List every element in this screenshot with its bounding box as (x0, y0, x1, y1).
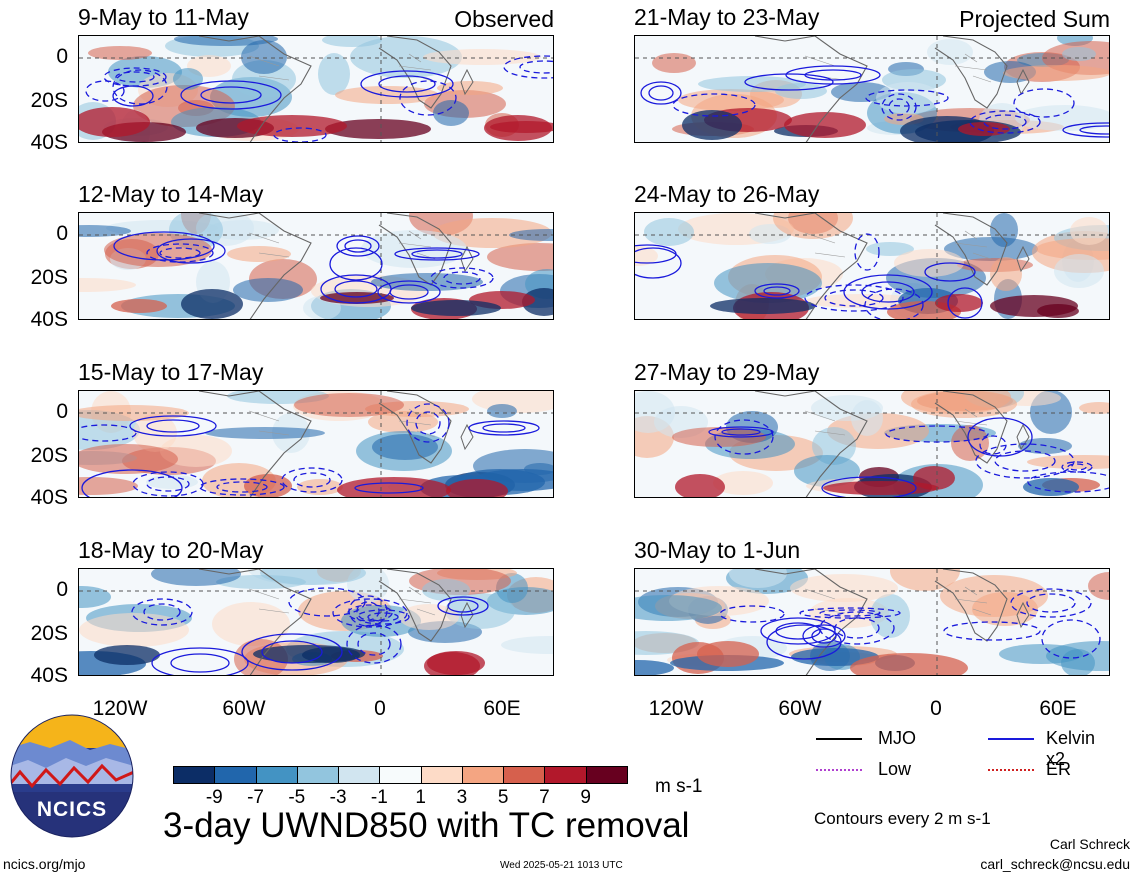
lat-tick-label: 20S (30, 89, 68, 112)
footer-email: carl_schreck@ncsu.edu (980, 856, 1130, 872)
legend-low-line (816, 769, 862, 771)
lon-tick-label: 60W (222, 697, 266, 720)
panel-title: 21-May to 23-May (634, 4, 820, 30)
map-panel (78, 35, 554, 143)
lon-tick-label: 60E (1039, 697, 1077, 720)
colorbar-label: -7 (247, 787, 264, 808)
lat-tick-label: 20S (30, 622, 68, 645)
legend-low-label: Low (878, 759, 912, 779)
colorbar-segment (338, 766, 381, 784)
panel-title: 12-May to 14-May (78, 181, 264, 207)
main-title: 3-day UWND850 with TC removal (163, 806, 690, 845)
panel-tag: Projected Sum (959, 6, 1110, 32)
lon-tick-label: 60E (483, 697, 521, 720)
colorbar-segment (585, 766, 628, 784)
footer-left: ncics.org/mjo (3, 856, 86, 872)
colorbar-label: -3 (329, 787, 347, 808)
map-panel (634, 212, 1110, 320)
lat-tick-label: 40S (30, 486, 68, 509)
colorbar (173, 766, 628, 784)
panel-title: 15-May to 17-May (78, 359, 264, 385)
lon-tick-label: 0 (930, 697, 942, 720)
colorbar-label: -5 (288, 787, 306, 808)
map-panel (78, 390, 554, 498)
legend-er-line (988, 769, 1034, 771)
legend-kelvin-line (988, 738, 1034, 740)
map-panel (634, 35, 1110, 143)
colorbar-segment (214, 766, 257, 784)
lon-tick-label: 120W (92, 697, 148, 720)
map-panel (634, 390, 1110, 498)
panel-title: 27-May to 29-May (634, 359, 820, 385)
colorbar-segment (503, 766, 546, 784)
colorbar-segment (461, 766, 505, 784)
lat-tick-label: 0 (56, 45, 68, 68)
legend-mjo-line (816, 738, 862, 740)
colorbar-label: -1 (370, 787, 388, 808)
colorbar-segment (173, 766, 216, 784)
lat-tick-label: 40S (30, 664, 68, 687)
colorbar-segment (255, 766, 298, 784)
colorbar-segment (544, 766, 587, 784)
footer-timestamp: Wed 2025-05-21 1013 UTC (500, 860, 623, 871)
logo-text: NCICS (36, 798, 108, 821)
legend-kelvin-label: Kelvin x2 (1046, 728, 1096, 769)
map-panel (78, 212, 554, 320)
panel-title: 18-May to 20-May (78, 537, 264, 563)
panel-title: 24-May to 26-May (634, 181, 820, 207)
map-panel (78, 568, 554, 676)
lat-tick-label: 40S (30, 308, 68, 331)
lon-tick-label: 120W (648, 697, 704, 720)
colorbar-segment (296, 766, 340, 784)
panel-tag: Observed (454, 6, 554, 32)
legend: MJO Kelvin x2 Low ER (816, 725, 1116, 795)
footer-author: Carl Schreck (1049, 836, 1130, 852)
lon-tick-label: 60W (778, 697, 822, 720)
lat-tick-label: 40S (30, 131, 68, 154)
colorbar-labels: -9 -7 -5 -3 -1 1 3 5 7 9 (173, 787, 627, 811)
legend-mjo-label: MJO (878, 728, 916, 748)
colorbar-label: 5 (497, 787, 509, 808)
lat-tick-label: 20S (30, 266, 68, 289)
panel-title: 30-May to 1-Jun (634, 537, 801, 563)
colorbar-label: 7 (539, 787, 550, 808)
ncics-logo: NCICS (10, 714, 134, 838)
colorbar-units: m s-1 (655, 776, 703, 797)
colorbar-label: 3 (456, 787, 468, 808)
lon-tick-label: 0 (374, 697, 386, 720)
lat-tick-label: 20S (30, 444, 68, 467)
lat-tick-label: 0 (56, 578, 68, 601)
lat-tick-label: 0 (56, 222, 68, 245)
lat-tick-label: 0 (56, 400, 68, 423)
legend-er-label: ER (1046, 759, 1072, 779)
contour-note: Contours every 2 m s-1 (814, 809, 991, 828)
panel-title: 9-May to 11-May (78, 4, 249, 30)
colorbar-segment (420, 766, 463, 784)
map-panel (634, 568, 1110, 676)
colorbar-label: 9 (580, 787, 591, 808)
colorbar-segment (379, 766, 422, 784)
colorbar-label: 1 (415, 787, 426, 808)
colorbar-label: -9 (205, 787, 223, 808)
